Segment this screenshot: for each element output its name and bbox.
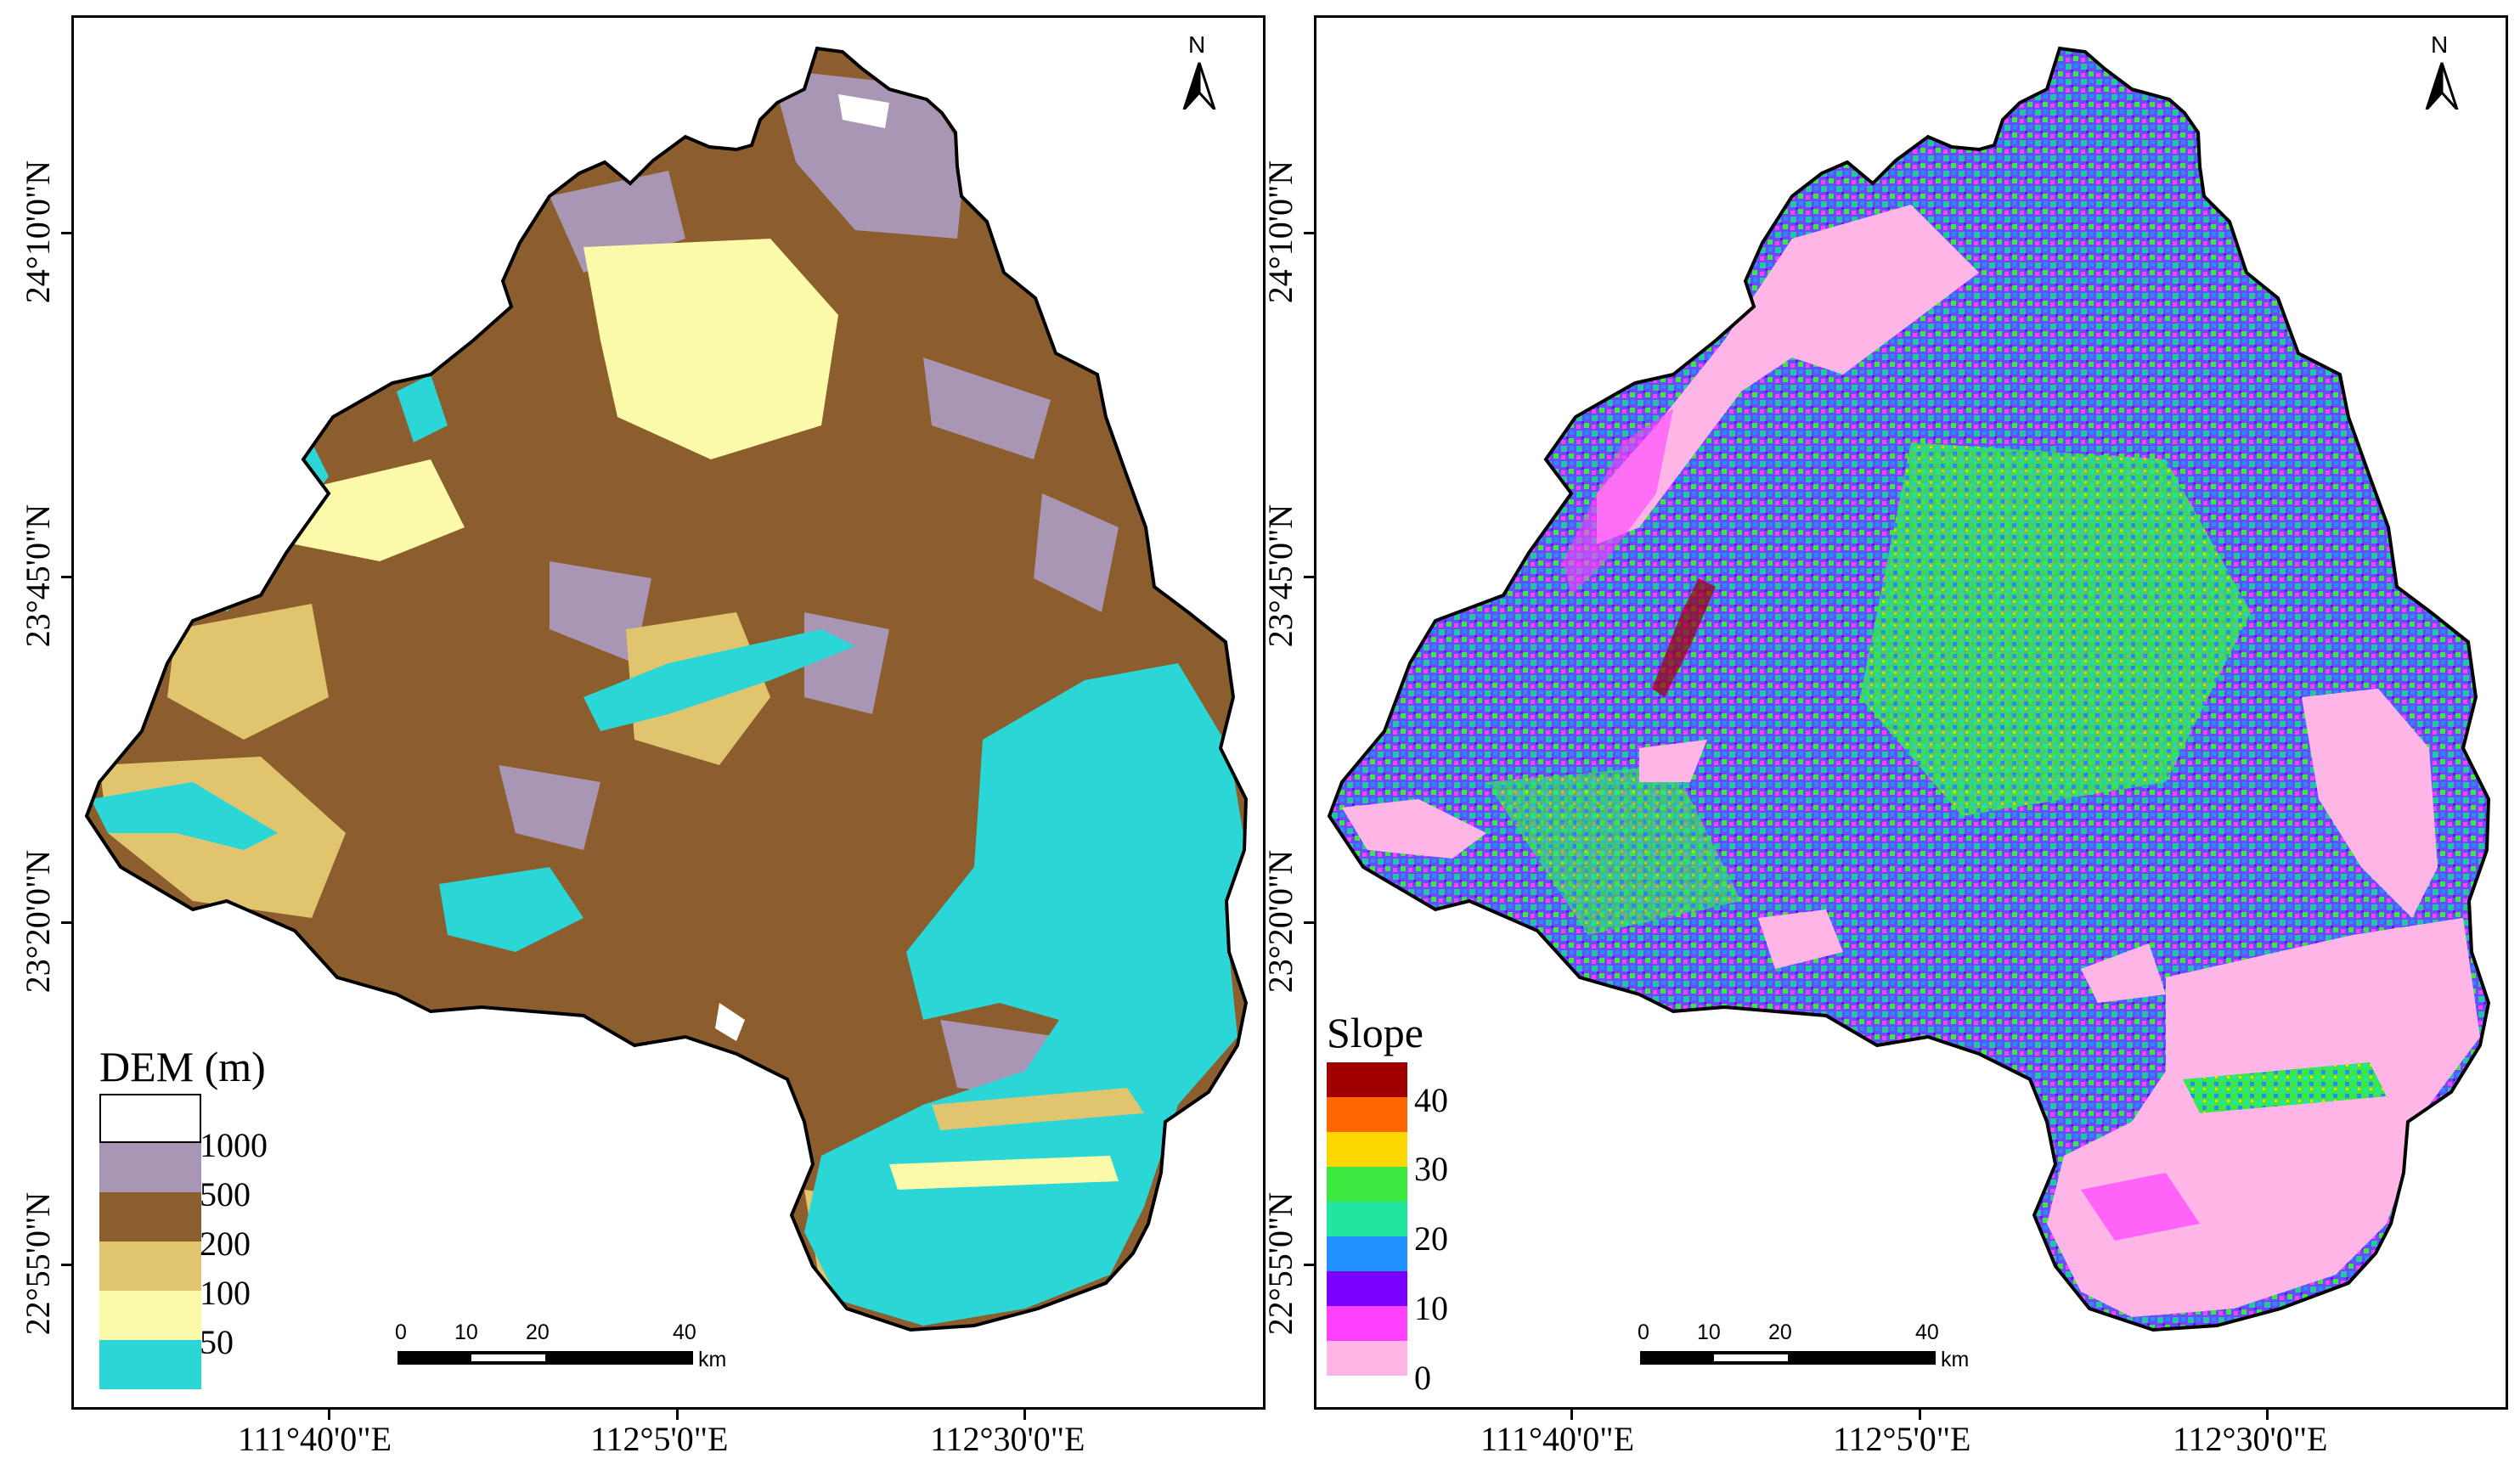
slope-raster bbox=[1329, 48, 2489, 1330]
legend-swatch bbox=[99, 1143, 201, 1192]
north-arrow-icon: N bbox=[2416, 33, 2467, 110]
legend-swatch bbox=[99, 1192, 201, 1242]
legend-swatch bbox=[99, 1242, 201, 1291]
scale-unit: km bbox=[1941, 1348, 1970, 1371]
scale-label: 20 bbox=[1768, 1320, 1792, 1344]
legend-label: 500 bbox=[200, 1175, 251, 1213]
legend-swatch bbox=[1327, 1097, 1407, 1132]
north-arrow-icon: N bbox=[1174, 33, 1225, 110]
y-tick-label: 22°55'0"N bbox=[19, 1191, 57, 1336]
x-tick-label: 112°5'0"E bbox=[590, 1420, 729, 1458]
y-tick-label: 23°20'0"N bbox=[19, 849, 57, 994]
legend-label: 100 bbox=[200, 1274, 251, 1312]
legend-swatch bbox=[1327, 1271, 1407, 1306]
legend-label: 1000 bbox=[200, 1126, 268, 1164]
legend-swatch bbox=[1327, 1167, 1407, 1202]
legend-swatch bbox=[1327, 1062, 1407, 1097]
scale-label: 10 bbox=[1697, 1320, 1721, 1344]
scale-label: 40 bbox=[673, 1320, 696, 1344]
dem-raster bbox=[87, 48, 1246, 1330]
legend-swatch bbox=[1327, 1306, 1407, 1341]
x-tick-label: 111°40'0"E bbox=[238, 1420, 392, 1458]
legend-swatch bbox=[99, 1094, 201, 1143]
scale-label: 40 bbox=[1915, 1320, 1939, 1344]
y-tick-label: 24°10'0"N bbox=[1261, 160, 1299, 304]
legend-swatch bbox=[99, 1291, 201, 1340]
x-tick-label: 112°30'0"E bbox=[930, 1420, 1085, 1458]
x-tick-label: 112°30'0"E bbox=[2173, 1420, 2328, 1458]
legend-label: 40 bbox=[1414, 1081, 1448, 1119]
x-tick-label: 111°40'0"E bbox=[1480, 1420, 1634, 1458]
legend-label: 30 bbox=[1414, 1150, 1448, 1188]
scale-label: 0 bbox=[1638, 1320, 1649, 1344]
legend-swatch bbox=[1327, 1132, 1407, 1167]
x-tick-label: 112°5'0"E bbox=[1833, 1420, 1971, 1458]
scale-label: 0 bbox=[395, 1320, 407, 1344]
legend-label: 200 bbox=[200, 1225, 251, 1263]
legend-label: 0 bbox=[1414, 1359, 1431, 1397]
legend-label: 10 bbox=[1414, 1289, 1448, 1327]
scale-unit: km bbox=[698, 1348, 727, 1371]
slope-map-panel: N Slope 40 30 20 10 0 0 10 20 40 km bbox=[1314, 15, 2508, 1410]
y-tick-label: 23°45'0"N bbox=[1261, 504, 1299, 648]
scale-label: 20 bbox=[526, 1320, 550, 1344]
legend-swatch bbox=[99, 1340, 201, 1389]
legend-swatch bbox=[1327, 1236, 1407, 1271]
y-tick-label: 23°20'0"N bbox=[1261, 849, 1299, 994]
legend-label: 20 bbox=[1414, 1219, 1448, 1258]
dem-legend-title: DEM (m) bbox=[99, 1043, 266, 1090]
slope-legend-title: Slope bbox=[1327, 1009, 1423, 1056]
y-tick-label: 24°10'0"N bbox=[19, 160, 57, 304]
legend-swatch bbox=[1327, 1202, 1407, 1236]
slope-map bbox=[1328, 47, 2490, 1332]
dem-map bbox=[85, 47, 1248, 1332]
legend-label: 50 bbox=[200, 1323, 234, 1361]
y-tick-label: 23°45'0"N bbox=[19, 504, 57, 648]
dem-map-panel: N DEM (m) 1000 500 200 100 50 0 10 20 40… bbox=[71, 15, 1266, 1410]
legend-swatch bbox=[1327, 1341, 1407, 1376]
y-tick-label: 22°55'0"N bbox=[1261, 1191, 1299, 1336]
scale-label: 10 bbox=[454, 1320, 478, 1344]
